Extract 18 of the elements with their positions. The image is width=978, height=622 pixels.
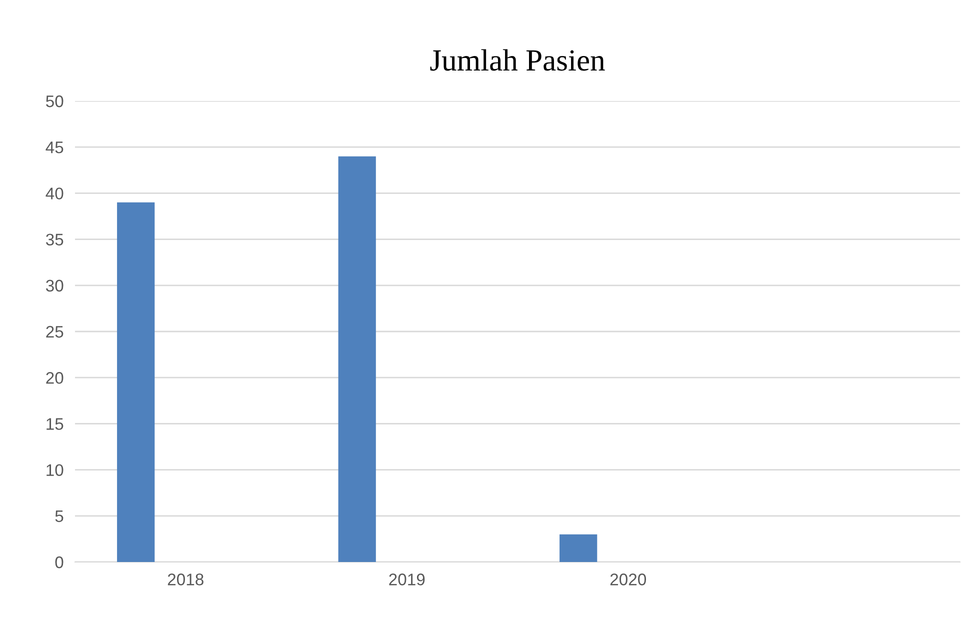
y-tick-label: 25: [46, 326, 64, 338]
chart-title: Jumlah Pasien: [430, 49, 605, 71]
y-tick-label: 20: [46, 372, 64, 384]
bar: [117, 202, 155, 562]
y-tick-label: 30: [46, 280, 64, 292]
y-tick-label: 15: [46, 418, 64, 430]
y-tick-label: 45: [46, 142, 64, 154]
x-tick-label: 2019: [389, 574, 425, 586]
y-tick-label: 40: [46, 188, 64, 200]
y-tick-label: 0: [55, 556, 64, 568]
x-tick-label: 2020: [610, 574, 646, 586]
x-tick-label: 2018: [168, 574, 204, 586]
bar: [560, 534, 598, 562]
y-tick-label: 10: [46, 464, 64, 476]
y-tick-label: 50: [46, 95, 64, 108]
y-tick-label: 5: [55, 510, 64, 522]
y-tick-label: 35: [46, 234, 64, 246]
bar: [338, 156, 376, 562]
